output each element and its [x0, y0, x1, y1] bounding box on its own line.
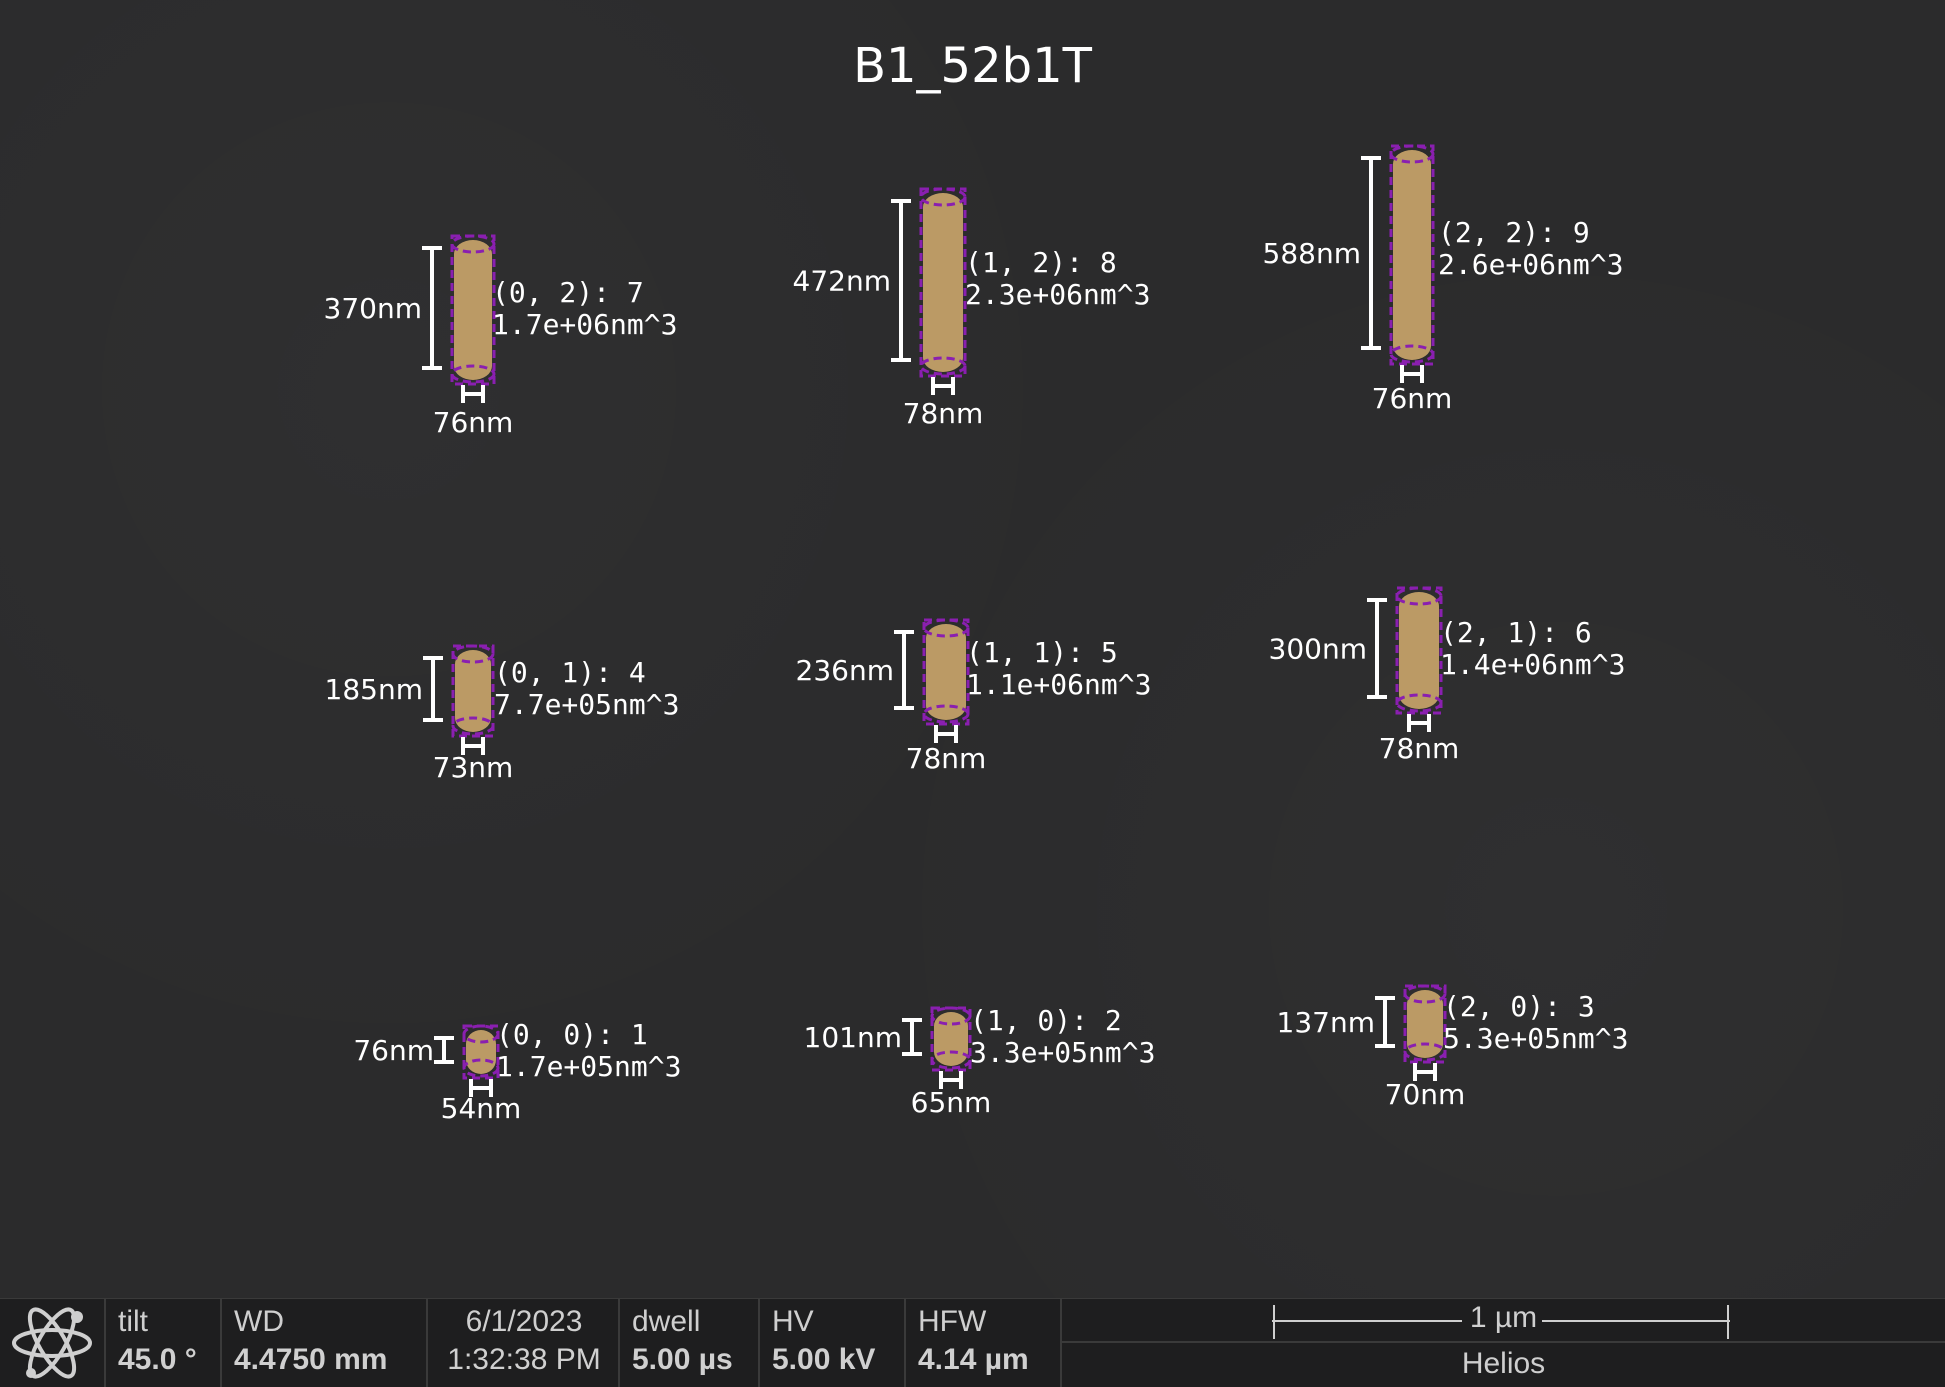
- height-label: 76nm: [353, 1034, 434, 1067]
- particle-top-ellipse: [930, 1006, 972, 1026]
- particle-volume-label: 2.3e+06nm^3: [965, 278, 1150, 311]
- particle-bottom-ellipse: [919, 356, 967, 376]
- particle-top-ellipse: [919, 187, 967, 207]
- wd-cell: WD 4.4750 mm: [222, 1299, 428, 1387]
- particle-top-ellipse: [1395, 586, 1443, 606]
- wd-label: WD: [234, 1305, 284, 1338]
- tilt-cell: tilt 45.0 °: [106, 1299, 222, 1387]
- width-label: 65nm: [911, 1086, 992, 1119]
- particle-id-label: (1, 0): 2: [970, 1004, 1122, 1037]
- particle-id-label: (0, 2): 7: [492, 276, 644, 309]
- status-bar: tilt 45.0 ° WD 4.4750 mm 6/1/2023 1:32:3…: [0, 1298, 1945, 1387]
- width-label: 73nm: [433, 751, 514, 784]
- atom-icon: [12, 1307, 92, 1379]
- particle-body: [1399, 592, 1439, 709]
- particle-body: [466, 1030, 496, 1074]
- height-label: 137nm: [1277, 1006, 1375, 1039]
- height-label: 101nm: [804, 1021, 902, 1054]
- particle-id-label: (1, 1): 5: [966, 636, 1118, 669]
- dwell-label: dwell: [632, 1305, 701, 1338]
- sem-image: B1_52b1T 370nm 76nm (0, 2): 7 1.7e+06nm^3 47…: [0, 0, 1945, 1298]
- particle-volume-label: 5.3e+05nm^3: [1443, 1022, 1628, 1055]
- height-label: 300nm: [1269, 633, 1367, 666]
- particle-bottom-ellipse: [922, 704, 970, 724]
- logo: [0, 1299, 106, 1387]
- particle-top-ellipse: [1389, 144, 1435, 164]
- particle-bottom-ellipse: [1403, 1042, 1447, 1062]
- particle-id-label: (0, 1): 4: [494, 656, 646, 689]
- width-label: 76nm: [1372, 382, 1453, 415]
- particle-volume-label: 1.1e+06nm^3: [966, 668, 1151, 701]
- date-value: 6/1/2023: [465, 1305, 583, 1338]
- particle-bottom-ellipse: [450, 364, 496, 384]
- particle-bottom-ellipse: [462, 1058, 500, 1078]
- particle-volume-label: 2.6e+06nm^3: [1438, 248, 1623, 281]
- particle-bottom-ellipse: [451, 716, 495, 736]
- particle-body: [455, 650, 491, 732]
- hfw-value: 4.14 µm: [918, 1343, 1029, 1376]
- particle-volume-label: 1.7e+05nm^3: [496, 1050, 681, 1083]
- wd-value: 4.4750 mm: [234, 1343, 388, 1376]
- particle-bottom-ellipse: [1389, 344, 1435, 364]
- particle-id-label: (2, 1): 6: [1440, 616, 1592, 649]
- particle-volume-label: 3.3e+05nm^3: [970, 1036, 1155, 1069]
- particle-body: [934, 1012, 968, 1066]
- particle-id-label: (2, 2): 9: [1438, 216, 1590, 249]
- particle-body: [454, 240, 492, 380]
- particle-outline: [462, 1024, 500, 1080]
- hfw-cell: HFW 4.14 µm: [906, 1299, 1062, 1387]
- particle-outline: [922, 618, 970, 726]
- particle-volume-label: 1.7e+06nm^3: [492, 308, 677, 341]
- width-label: 78nm: [903, 397, 984, 430]
- particle-outline: [1395, 586, 1443, 715]
- height-label: 472nm: [793, 265, 891, 298]
- particle-body: [926, 624, 966, 720]
- scale-bar: 1 µm: [1062, 1299, 1945, 1343]
- particle-id-label: (0, 0): 1: [496, 1018, 648, 1051]
- particle-top-ellipse: [450, 234, 496, 254]
- scale-bar-cell: 1 µm Helios: [1062, 1299, 1945, 1387]
- hv-cell: HV 5.00 kV: [760, 1299, 906, 1387]
- particle-bottom-ellipse: [1395, 693, 1443, 713]
- particle-id-label: (2, 0): 3: [1443, 990, 1595, 1023]
- datetime-cell: 6/1/2023 1:32:38 PM: [428, 1299, 620, 1387]
- particle-top-ellipse: [922, 618, 970, 638]
- particle-volume-label: 1.4e+06nm^3: [1440, 648, 1625, 681]
- particle-top-ellipse: [462, 1024, 500, 1044]
- width-label: 70nm: [1385, 1078, 1466, 1111]
- image-title: B1_52b1T: [853, 38, 1092, 94]
- particle-top-ellipse: [451, 644, 495, 664]
- scale-label: 1 µm: [1469, 1301, 1538, 1334]
- tilt-label: tilt: [118, 1305, 148, 1338]
- width-label: 54nm: [441, 1092, 522, 1125]
- width-label: 78nm: [906, 742, 987, 775]
- hfw-label: HFW: [918, 1305, 987, 1338]
- height-label: 185nm: [325, 673, 423, 706]
- height-label: 588nm: [1263, 237, 1361, 270]
- instrument-name: Helios: [1461, 1347, 1546, 1380]
- particle-body: [923, 193, 963, 372]
- particle-outline: [919, 187, 967, 378]
- time-value: 1:32:38 PM: [447, 1343, 601, 1376]
- dwell-cell: dwell 5.00 µs: [620, 1299, 760, 1387]
- particle-volume-label: 7.7e+05nm^3: [494, 688, 679, 721]
- width-label: 78nm: [1379, 732, 1460, 765]
- particle-id-label: (1, 2): 8: [965, 246, 1117, 279]
- height-label: 236nm: [796, 654, 894, 687]
- hv-value: 5.00 kV: [772, 1343, 876, 1376]
- particle-top-ellipse: [1403, 984, 1447, 1004]
- particle-body: [1407, 990, 1443, 1058]
- annotation-layer: 370nm 76nm (0, 2): 71.7e+06nm^3 472nm 78nm (1…: [324, 144, 1628, 1125]
- particle-body: [1393, 150, 1431, 360]
- height-label: 370nm: [324, 292, 422, 325]
- width-label: 76nm: [433, 406, 514, 439]
- particle-bottom-ellipse: [930, 1050, 972, 1070]
- tilt-value: 45.0 °: [118, 1343, 197, 1376]
- dwell-value: 5.00 µs: [632, 1343, 733, 1376]
- hv-label: HV: [772, 1305, 814, 1338]
